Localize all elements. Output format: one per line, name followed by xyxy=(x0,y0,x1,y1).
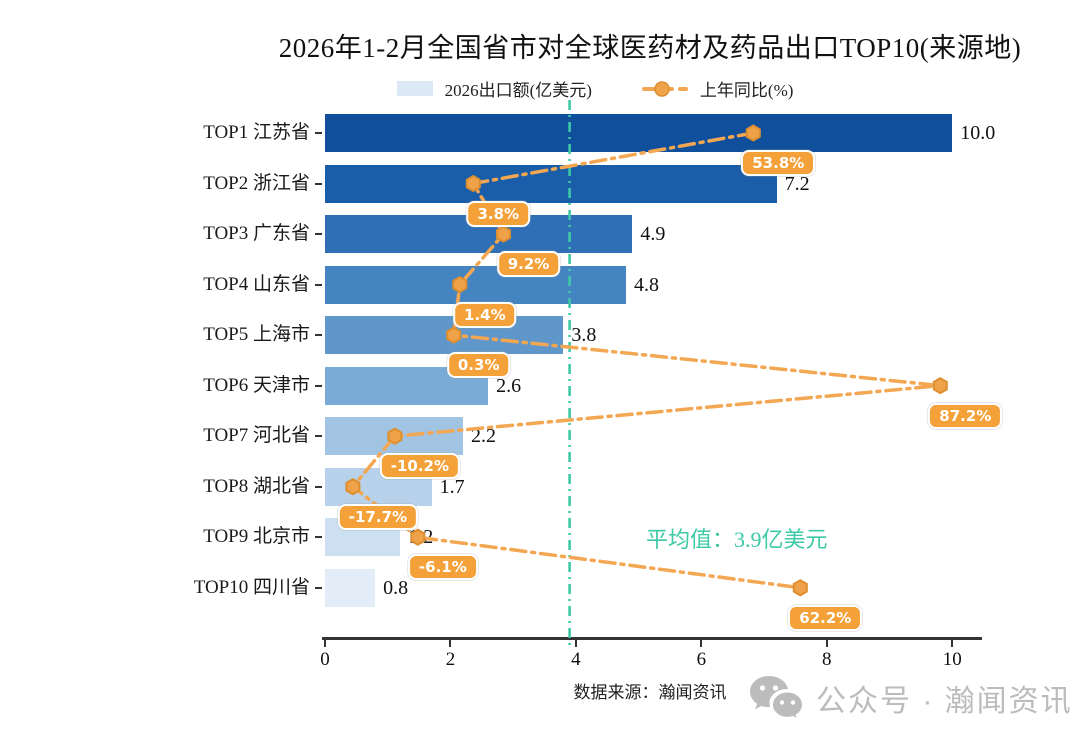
y-tick-mark xyxy=(315,485,322,488)
bar-value-label: 4.9 xyxy=(640,223,666,246)
y-tick-mark xyxy=(315,384,322,387)
yoy-percent-badge[interactable]: 53.8% xyxy=(741,150,816,176)
export-bar[interactable] xyxy=(325,265,627,304)
category-label: TOP1 江苏省 xyxy=(203,122,310,143)
x-tick-mark xyxy=(825,639,828,647)
y-tick-mark xyxy=(315,233,322,236)
y-tick-mark xyxy=(315,132,322,134)
export-bar[interactable] xyxy=(325,417,463,456)
yoy-percent-badge[interactable]: 3.8% xyxy=(466,200,531,227)
category-label: TOP5 上海市 xyxy=(203,324,310,346)
category-label: TOP7 河北省 xyxy=(203,425,310,447)
y-tick-mark xyxy=(315,586,322,589)
yoy-percent-badge[interactable]: 1.4% xyxy=(453,301,517,328)
x-tick-label: 4 xyxy=(571,649,581,670)
data-source-caption: 数据来源：瀚闻资讯 xyxy=(573,683,727,702)
export-bar[interactable] xyxy=(325,164,777,203)
x-tick-mark xyxy=(574,639,577,647)
y-tick-mark xyxy=(315,536,322,539)
x-axis-line xyxy=(322,637,982,640)
x-tick-label: 10 xyxy=(942,649,962,670)
legend-line-label: 上年同比(%) xyxy=(699,81,794,100)
chart-title: 2026年1-2月全国省市对全球医药材及药品出口TOP10(来源地) xyxy=(278,33,1022,63)
bar-value-label: 3.8 xyxy=(571,324,597,347)
y-tick-mark xyxy=(315,182,322,185)
yoy-percent-badge[interactable]: 87.2% xyxy=(928,402,1003,429)
bar-value-label: 7.2 xyxy=(784,172,810,195)
yoy-percent-badge[interactable]: 62.2% xyxy=(788,604,863,631)
yoy-marker-icon[interactable] xyxy=(792,579,808,597)
x-tick-label: 0 xyxy=(320,649,330,670)
x-tick-mark xyxy=(700,639,703,647)
category-label: TOP3 广东省 xyxy=(203,223,310,245)
category-label: TOP6 天津市 xyxy=(203,374,310,396)
bar-value-label: 2.6 xyxy=(496,374,522,397)
bar-value-label: 1.7 xyxy=(439,475,465,498)
x-tick-label: 2 xyxy=(445,649,456,670)
bar-value-label: 0.8 xyxy=(383,576,409,599)
y-tick-mark xyxy=(315,283,322,286)
watermark-text: 公众号 · 瀚闻资讯 xyxy=(816,685,1073,718)
yoy-percent-badge[interactable]: 0.3% xyxy=(446,352,511,379)
average-value-annotation: 平均值：3.9亿美元 xyxy=(646,527,828,552)
x-tick-label: 6 xyxy=(696,649,707,670)
y-tick-mark xyxy=(315,334,322,337)
export-bar[interactable] xyxy=(325,114,953,152)
legend: 2026出口额(亿美元) 上年同比(%) xyxy=(0,76,1080,101)
export-bar[interactable] xyxy=(325,316,564,355)
x-tick-mark xyxy=(449,639,452,647)
x-tick-label: 8 xyxy=(822,649,832,670)
bar-value-label: 1.2 xyxy=(408,526,434,549)
wechat-icon xyxy=(750,676,804,722)
yoy-percent-badge[interactable]: -10.2% xyxy=(379,453,461,480)
yoy-marker-icon[interactable] xyxy=(932,376,948,395)
yoy-percent-badge[interactable]: 9.2% xyxy=(496,251,561,278)
category-label: TOP10 四川省 xyxy=(193,576,310,598)
bar-value-label: 4.8 xyxy=(634,273,660,296)
x-tick-mark xyxy=(324,639,326,647)
legend-bar-label: 2026出口额(亿美元) xyxy=(444,81,592,100)
category-label: TOP2 浙江省 xyxy=(203,172,310,194)
x-tick-mark xyxy=(951,639,954,647)
legend-line-marker-icon xyxy=(641,80,688,97)
category-label: TOP9 北京市 xyxy=(203,526,310,548)
category-label: TOP8 湖北省 xyxy=(203,475,310,497)
legend-bar-swatch-icon xyxy=(396,81,433,96)
bar-value-label: 10.0 xyxy=(960,122,996,144)
yoy-percent-badge[interactable]: -6.1% xyxy=(407,554,478,581)
y-tick-mark xyxy=(315,435,322,438)
yoy-percent-badge[interactable]: -17.7% xyxy=(337,503,419,530)
category-label: TOP4 山东省 xyxy=(203,273,310,295)
bar-value-label: 2.2 xyxy=(470,425,496,448)
watermark: 公众号 · 瀚闻资讯 xyxy=(748,674,1073,722)
export-bar[interactable] xyxy=(325,568,376,607)
